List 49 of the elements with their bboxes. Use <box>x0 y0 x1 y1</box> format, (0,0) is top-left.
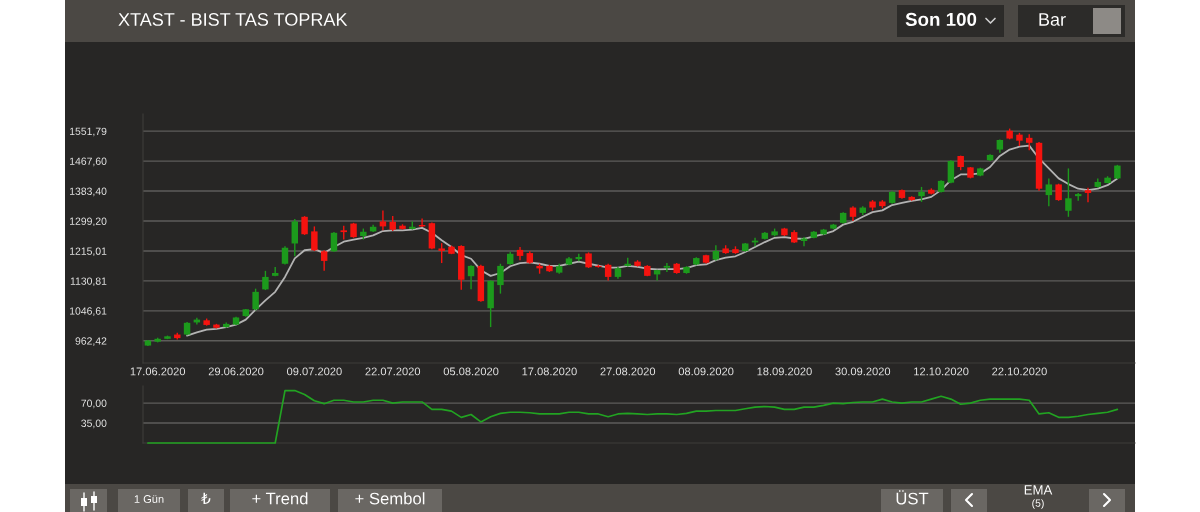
candlestick <box>252 287 259 312</box>
y-tick-label: 1467,60 <box>70 157 107 167</box>
x-tick-label: 30.09.2020 <box>835 367 891 376</box>
chart-title: XTAST - BIST TAS TOPRAK <box>118 13 348 26</box>
candlestick <box>262 270 269 291</box>
candlestick <box>311 225 318 252</box>
text: 1 Gün <box>134 495 164 503</box>
text: + Sembol <box>355 492 425 505</box>
candlestick <box>1045 177 1053 207</box>
y-tick-label: 962,42 <box>75 337 107 346</box>
y-tick-label: 1215,01 <box>70 247 107 257</box>
y-tick-label: 1046,61 <box>70 307 107 316</box>
text: Bar <box>1039 13 1066 26</box>
y-tick-label: 35,00 <box>81 419 107 429</box>
candlestick <box>467 264 475 291</box>
candlestick <box>1065 167 1072 218</box>
x-tick-label: 17.06.2020 <box>130 367 186 376</box>
x-tick-label: 22.07.2020 <box>365 367 421 376</box>
text: EMA <box>1024 485 1053 495</box>
x-tick-label: 17.08.2020 <box>522 367 577 376</box>
candlestick <box>438 242 445 264</box>
candlestick <box>379 209 387 232</box>
text: + Trend <box>252 492 308 505</box>
x-tick-label: 27.08.2020 <box>600 367 656 376</box>
y-tick-label: 1130,81 <box>70 277 107 286</box>
candlestick <box>301 215 308 236</box>
x-tick-label: 08.09.2020 <box>678 367 734 376</box>
x-tick-label: 29.06.2020 <box>208 367 264 376</box>
y-tick-label: 70,00 <box>81 399 107 409</box>
candlestick <box>663 262 671 273</box>
candlestick <box>291 218 299 257</box>
x-tick-label: 22.10.2020 <box>992 367 1047 376</box>
candlestick <box>330 231 338 253</box>
text: Son 100 <box>905 12 977 27</box>
x-tick-label: 18.09.2020 <box>757 367 812 376</box>
text: (5) <box>1032 499 1044 509</box>
text: ÜST <box>896 490 929 505</box>
y-tick-label: 1299,20 <box>70 217 107 227</box>
y-tick-label: 1551,79 <box>70 127 107 137</box>
candlestick <box>497 263 504 295</box>
line-series <box>186 144 1119 337</box>
x-tick-label: 05.08.2020 <box>443 367 499 376</box>
text: ₺ <box>201 492 211 504</box>
candlestick <box>1084 186 1092 203</box>
candlestick <box>320 249 328 272</box>
x-tick-label: 09.07.2020 <box>287 367 342 376</box>
x-tick-label: 12.10.2020 <box>914 367 969 376</box>
y-tick-label: 1383,40 <box>70 187 107 197</box>
line-series <box>147 389 1119 444</box>
